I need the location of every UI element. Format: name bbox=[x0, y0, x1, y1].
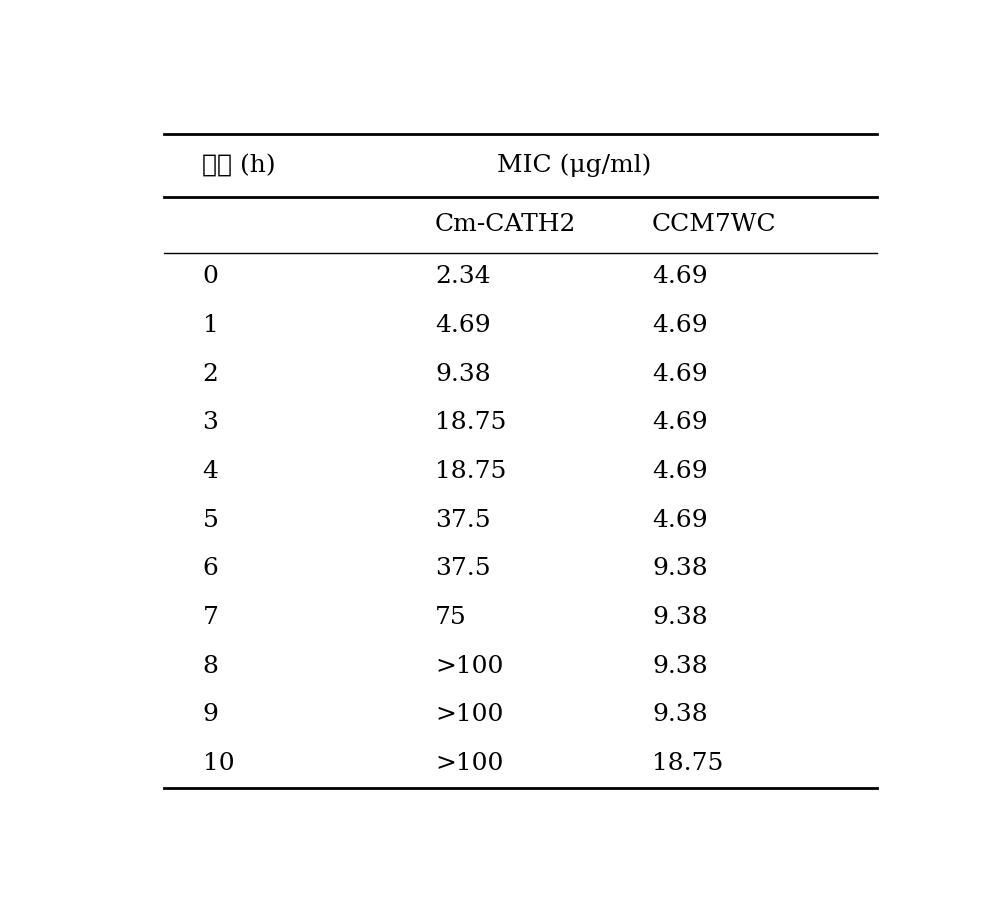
Text: 7: 7 bbox=[202, 606, 218, 629]
Text: 4.69: 4.69 bbox=[652, 509, 708, 532]
Text: >100: >100 bbox=[435, 752, 503, 775]
Text: 2.34: 2.34 bbox=[435, 265, 491, 288]
Text: 37.5: 37.5 bbox=[435, 557, 491, 581]
Text: 18.75: 18.75 bbox=[435, 460, 506, 483]
Text: 9.38: 9.38 bbox=[435, 363, 491, 385]
Text: 9: 9 bbox=[202, 704, 218, 726]
Text: 1: 1 bbox=[202, 315, 218, 337]
Text: 4.69: 4.69 bbox=[435, 315, 491, 337]
Text: 4.69: 4.69 bbox=[652, 412, 708, 435]
Text: 4.69: 4.69 bbox=[652, 460, 708, 483]
Text: 时间 (h): 时间 (h) bbox=[202, 154, 276, 176]
Text: 4.69: 4.69 bbox=[652, 265, 708, 288]
Text: 18.75: 18.75 bbox=[652, 752, 723, 775]
Text: 5: 5 bbox=[202, 509, 218, 532]
Text: CCM7WC: CCM7WC bbox=[652, 213, 777, 236]
Text: 4: 4 bbox=[202, 460, 218, 483]
Text: 0: 0 bbox=[202, 265, 218, 288]
Text: 9.38: 9.38 bbox=[652, 654, 708, 678]
Text: >100: >100 bbox=[435, 654, 503, 678]
Text: 4.69: 4.69 bbox=[652, 363, 708, 385]
Text: 18.75: 18.75 bbox=[435, 412, 506, 435]
Text: MIC (μg/ml): MIC (μg/ml) bbox=[497, 154, 652, 177]
Text: 3: 3 bbox=[202, 412, 218, 435]
Text: 8: 8 bbox=[202, 654, 218, 678]
Text: 37.5: 37.5 bbox=[435, 509, 491, 532]
Text: 75: 75 bbox=[435, 606, 467, 629]
Text: 9.38: 9.38 bbox=[652, 606, 708, 629]
Text: >100: >100 bbox=[435, 704, 503, 726]
Text: 4.69: 4.69 bbox=[652, 315, 708, 337]
Text: 9.38: 9.38 bbox=[652, 557, 708, 581]
Text: 9.38: 9.38 bbox=[652, 704, 708, 726]
Text: 6: 6 bbox=[202, 557, 218, 581]
Text: 10: 10 bbox=[202, 752, 234, 775]
Text: 2: 2 bbox=[202, 363, 218, 385]
Text: Cm-CATH2: Cm-CATH2 bbox=[435, 213, 576, 236]
